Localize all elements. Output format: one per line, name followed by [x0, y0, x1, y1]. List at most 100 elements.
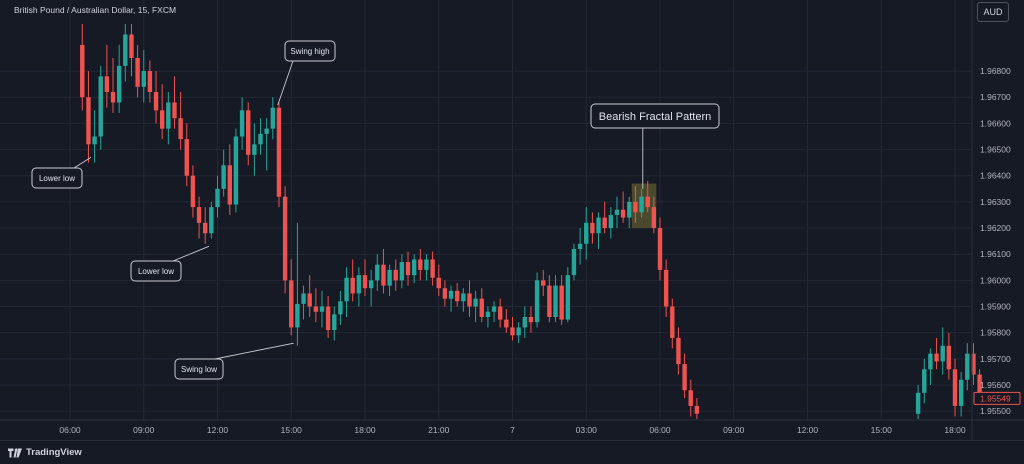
bearish-candle: [246, 102, 251, 166]
bearish-candle: [934, 337, 939, 370]
bearish-candle: [498, 298, 503, 328]
callout-label: Bearish Fractal Pattern: [599, 111, 712, 123]
y-tick-label: 1.96800: [980, 66, 1011, 76]
bullish-candle: [123, 24, 128, 82]
candle-body: [430, 259, 435, 278]
candle-body: [528, 316, 534, 323]
annotation-callout: Lower low: [130, 245, 210, 282]
bullish-candle: [596, 212, 601, 249]
candle-body: [350, 277, 355, 294]
bearish-candle: [952, 358, 958, 417]
candle-body: [491, 306, 497, 312]
bearish-candle: [362, 259, 368, 297]
candle-body: [319, 306, 325, 312]
bearish-candle: [504, 309, 509, 333]
bullish-candle: [356, 267, 362, 307]
bullish-candle: [233, 128, 239, 213]
bullish-candle: [627, 196, 632, 229]
candle-body: [645, 196, 650, 208]
bearish-candle: [688, 379, 693, 417]
candle-body: [928, 353, 933, 370]
bullish-candle: [166, 92, 171, 145]
tradingview-logo-icon: [8, 448, 22, 457]
bullish-candle: [958, 371, 964, 417]
candle-body: [104, 76, 110, 93]
bullish-candle: [301, 285, 306, 320]
candle-body: [325, 306, 331, 331]
bearish-candle: [190, 165, 196, 218]
bearish-candle: [350, 259, 355, 302]
bearish-candle: [541, 269, 546, 297]
candle-body: [688, 390, 693, 406]
callout-label: Lower low: [138, 267, 174, 276]
grid: [0, 0, 972, 420]
candle-body: [381, 264, 386, 286]
callout-box: [174, 358, 224, 380]
y-tick-label: 1.96000: [980, 275, 1011, 285]
tradingview-logo[interactable]: TradingView: [8, 447, 82, 458]
callout-label: Lower low: [39, 174, 75, 183]
x-tick-label: 15:00: [871, 425, 893, 435]
bearish-candle: [135, 44, 140, 98]
bullish-candle: [221, 149, 226, 197]
y-tick-label: 1.95600: [980, 380, 1011, 390]
candlestick-chart[interactable]: Lower low Lower low Swing high Swing low Bea…: [0, 0, 1024, 440]
candle-body: [178, 118, 183, 140]
candle-body: [86, 97, 91, 145]
bearish-candle: [153, 71, 159, 124]
bullish-candle: [252, 123, 257, 176]
y-tick-label: 1.96500: [980, 145, 1011, 155]
callout-box: [31, 167, 83, 189]
y-tick-label: 1.95900: [980, 302, 1011, 312]
callout-pointer: [73, 157, 92, 169]
bullish-candle: [571, 243, 577, 281]
candle-body: [252, 144, 257, 155]
bearish-candle: [147, 60, 153, 103]
bearish-candle: [620, 191, 626, 223]
bullish-candle: [264, 118, 269, 171]
bullish-candle: [461, 288, 466, 312]
candle-body: [915, 392, 921, 414]
x-tick-label: 18:00: [944, 425, 966, 435]
bullish-candle: [319, 290, 325, 328]
annotation-callout: Swing high: [277, 40, 336, 106]
bullish-candle: [614, 196, 620, 229]
candle-body: [448, 290, 454, 299]
candles: [80, 24, 982, 419]
candle-body: [344, 277, 349, 302]
bullish-candle: [92, 110, 97, 163]
candle-body: [301, 293, 306, 304]
candle-body: [541, 280, 546, 286]
bearish-candle: [602, 201, 607, 234]
y-tick-label: 1.96700: [980, 92, 1011, 102]
candle-body: [522, 316, 527, 328]
candle-body: [940, 345, 945, 362]
candle-body: [418, 259, 423, 270]
bullish-candle: [344, 267, 349, 317]
bearish-candle: [670, 298, 675, 349]
bearish-candle: [276, 102, 282, 208]
bullish-candle: [399, 254, 405, 289]
candle-body: [922, 369, 927, 393]
candle-body: [663, 269, 669, 307]
candle-body: [116, 65, 122, 103]
bearish-candle: [590, 212, 595, 244]
candle-body: [313, 306, 319, 312]
candle-body: [141, 71, 146, 87]
candle-body: [461, 293, 466, 302]
callout-pointer: [277, 60, 294, 106]
candle-body: [227, 165, 232, 205]
bearish-candle: [184, 123, 189, 187]
bullish-candle: [928, 348, 933, 385]
callout-pointer: [172, 245, 210, 262]
bearish-candle: [313, 288, 319, 323]
candle-body: [184, 139, 189, 176]
y-tick-label: 1.95800: [980, 328, 1011, 338]
currency-button[interactable]: AUD: [977, 2, 1009, 22]
bullish-candle: [375, 254, 380, 291]
bullish-candle: [215, 175, 220, 218]
bearish-candle: [405, 251, 411, 286]
bearish-candle: [178, 92, 183, 150]
candle-body: [159, 110, 165, 129]
